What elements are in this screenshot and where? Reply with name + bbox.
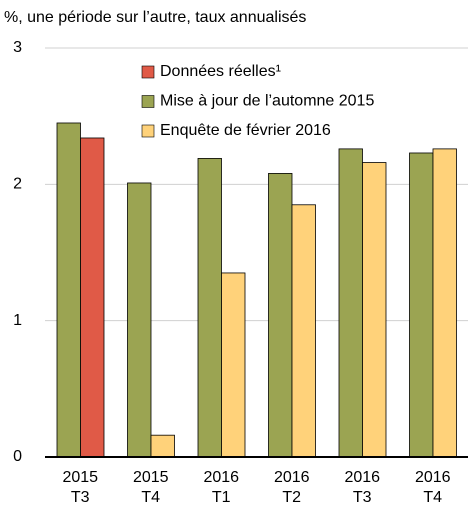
x-tick-label: 2016 bbox=[274, 469, 310, 486]
x-tick-label: 2015 bbox=[62, 469, 98, 486]
x-tick-label: 2016 bbox=[203, 469, 239, 486]
bar bbox=[80, 137, 105, 458]
chart-title: %, une période sur l’autre, taux annuali… bbox=[4, 9, 306, 26]
x-tick-label: T1 bbox=[212, 489, 231, 506]
legend-swatch bbox=[141, 65, 155, 79]
y-tick-label: 0 bbox=[13, 448, 22, 465]
legend-label: Enquête de février 2016 bbox=[160, 122, 331, 139]
x-tick-label: T2 bbox=[282, 489, 301, 506]
legend-swatch bbox=[141, 95, 155, 108]
y-tick-label: 2 bbox=[13, 176, 22, 193]
x-tick-label: T4 bbox=[141, 489, 160, 506]
bar bbox=[56, 122, 81, 458]
x-tick-label: T3 bbox=[71, 489, 90, 506]
y-tick-label: 3 bbox=[13, 39, 22, 56]
bar bbox=[338, 148, 363, 458]
legend-swatch bbox=[141, 124, 155, 138]
x-tick-label: 2015 bbox=[133, 469, 169, 486]
x-tick-label: 2016 bbox=[344, 469, 380, 486]
y-tick-label: 1 bbox=[13, 312, 22, 329]
bar bbox=[150, 434, 175, 458]
legend-label: Données réelles¹ bbox=[160, 63, 281, 80]
bar bbox=[409, 152, 434, 458]
bar bbox=[432, 148, 457, 458]
x-tick-label: T4 bbox=[423, 489, 442, 506]
bar bbox=[127, 182, 152, 458]
x-tick-label: 2016 bbox=[415, 469, 451, 486]
bar bbox=[197, 158, 222, 458]
bar bbox=[291, 204, 316, 458]
bar bbox=[268, 173, 293, 458]
bar bbox=[221, 272, 246, 458]
bar bbox=[362, 162, 387, 458]
legend-label: Mise à jour de l’automne 2015 bbox=[160, 93, 374, 110]
x-tick-label: T3 bbox=[353, 489, 372, 506]
